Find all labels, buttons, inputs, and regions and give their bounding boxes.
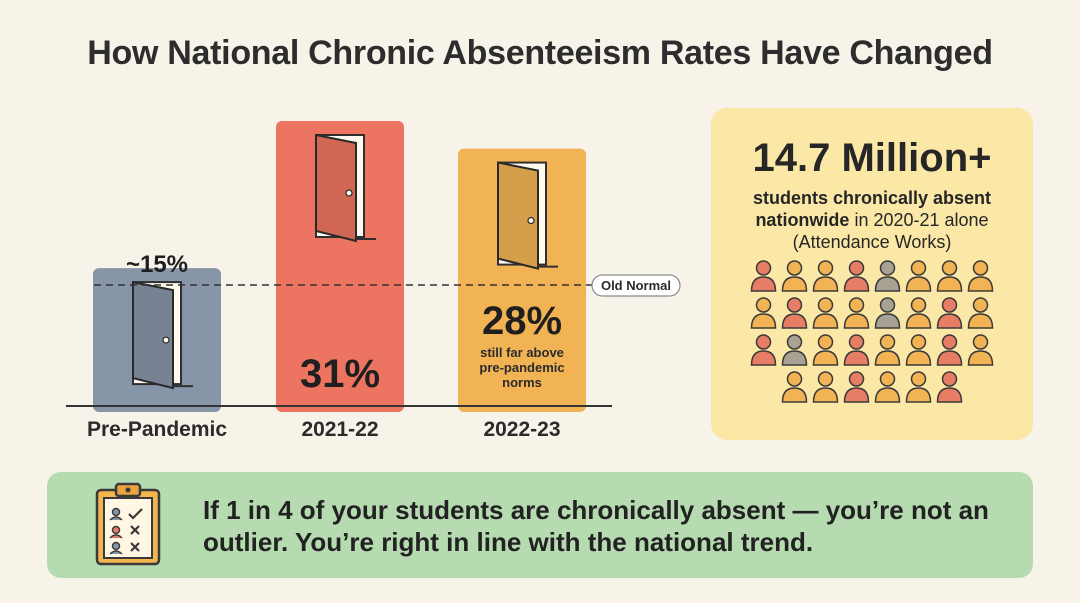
banner-text: If 1 in 4 of your students are chronical…	[203, 495, 989, 557]
person-icon	[967, 334, 994, 366]
value-label-2021-22: 31%	[300, 352, 380, 396]
value-label-2022-23: 28%	[482, 299, 562, 343]
person-icon	[967, 297, 994, 329]
annotation-line-2: pre-pandemic	[479, 360, 564, 375]
person-icon	[781, 371, 808, 403]
open-door-icon	[497, 161, 558, 270]
stat-card: 14.7 Million+ students chronically absen…	[711, 108, 1033, 440]
person-icon	[812, 260, 839, 292]
person-icon	[874, 260, 901, 292]
old-normal-label: Old Normal	[601, 278, 671, 293]
person-icon	[936, 260, 963, 292]
person-icon	[874, 371, 901, 403]
person-icon	[812, 371, 839, 403]
open-door-icon	[315, 133, 376, 243]
person-icon	[905, 260, 932, 292]
person-icon	[874, 334, 901, 366]
person-icon	[936, 297, 963, 329]
stat-year-text: in 2020-21 alone	[849, 210, 989, 230]
old-normal-label-pill	[591, 274, 681, 297]
category-label-2022-23: 2022-23	[483, 418, 560, 441]
category-label-pre-pandemic: Pre-Pandemic	[87, 418, 227, 441]
person-icon	[843, 260, 870, 292]
person-icon	[874, 297, 901, 329]
bar-2022-23	[458, 148, 586, 413]
person-icon	[967, 260, 994, 292]
person-icon	[936, 371, 963, 403]
stat-big-number: 14.7 Million+	[752, 136, 992, 180]
person-icon	[781, 297, 808, 329]
person-icon	[750, 260, 777, 292]
takeaway-banner: If 1 in 4 of your students are chronical…	[47, 472, 1033, 578]
stat-source: (Attendance Works)	[792, 232, 952, 252]
category-label-2021-22: 2021-22	[301, 418, 378, 441]
annotation-line-3: norms	[502, 375, 542, 390]
person-icon	[905, 297, 932, 329]
person-icon	[843, 297, 870, 329]
person-icon	[843, 334, 870, 366]
person-icon	[843, 371, 870, 403]
stat-description-line2: nationwide in 2020-21 alone	[711, 210, 1033, 231]
person-icon	[905, 371, 932, 403]
person-icon	[781, 260, 808, 292]
bar-2021-22	[276, 121, 404, 412]
clipboard-checklist-icon	[95, 482, 161, 566]
bar-chart: Old Normal ~15% 31% 28% still far abovepre-p…	[66, 121, 681, 441]
page-title: How National Chronic Absenteeism Rates H…	[87, 34, 993, 72]
person-icon	[905, 334, 932, 366]
person-icon	[781, 334, 808, 366]
stat-description-line1: students chronically absent	[752, 188, 992, 208]
annotation-line-1: still far above	[480, 345, 564, 360]
value-label-pre-pandemic: ~15%	[126, 251, 188, 278]
person-icon	[936, 334, 963, 366]
open-door-icon	[132, 280, 193, 390]
stat-nationwide: nationwide	[755, 210, 850, 230]
people-grid	[750, 260, 994, 403]
person-icon	[750, 334, 777, 366]
person-icon	[812, 297, 839, 329]
person-icon	[750, 297, 777, 329]
person-icon	[812, 334, 839, 366]
